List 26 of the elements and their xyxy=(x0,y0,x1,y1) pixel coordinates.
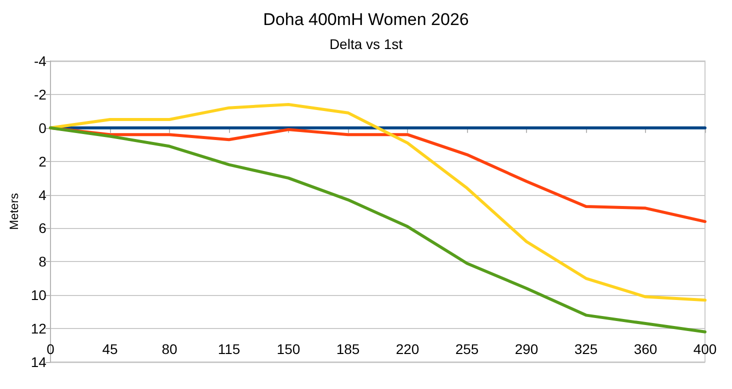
x-tick-label: 185 xyxy=(336,341,360,357)
x-tick-label: 360 xyxy=(634,341,658,357)
x-tick-label: 150 xyxy=(276,341,300,357)
y-tick-label: 4 xyxy=(38,186,47,203)
y-tick-label: 8 xyxy=(38,254,47,270)
y-tick-label: 10 xyxy=(30,287,47,304)
y-tick-label: 12 xyxy=(30,320,47,337)
y-tick-label: 6 xyxy=(38,220,47,236)
x-tick-label: 80 xyxy=(162,341,178,357)
x-tick-label: 220 xyxy=(396,341,420,357)
x-tick-label: 325 xyxy=(574,341,598,357)
y-axis-title: Meters xyxy=(7,193,21,230)
y-tick-label: 14 xyxy=(30,354,47,370)
y-tick-label: -2 xyxy=(34,86,47,102)
y-tick-label: 0 xyxy=(38,120,47,136)
line-series xyxy=(48,126,706,334)
y-tick-label: -4 xyxy=(34,53,47,69)
x-tick-label: 45 xyxy=(102,341,118,357)
chart-title: Doha 400mH Women 2026 xyxy=(263,10,469,29)
x-tick-label: 115 xyxy=(218,341,240,357)
x-tick-label: 400 xyxy=(693,341,717,357)
chart-subtitle: Delta vs 1st xyxy=(329,36,403,52)
x-tick-label: 255 xyxy=(455,341,479,357)
x-tick-label: 290 xyxy=(514,341,538,357)
line-series xyxy=(48,102,706,302)
y-tick-label: 2 xyxy=(38,153,47,170)
